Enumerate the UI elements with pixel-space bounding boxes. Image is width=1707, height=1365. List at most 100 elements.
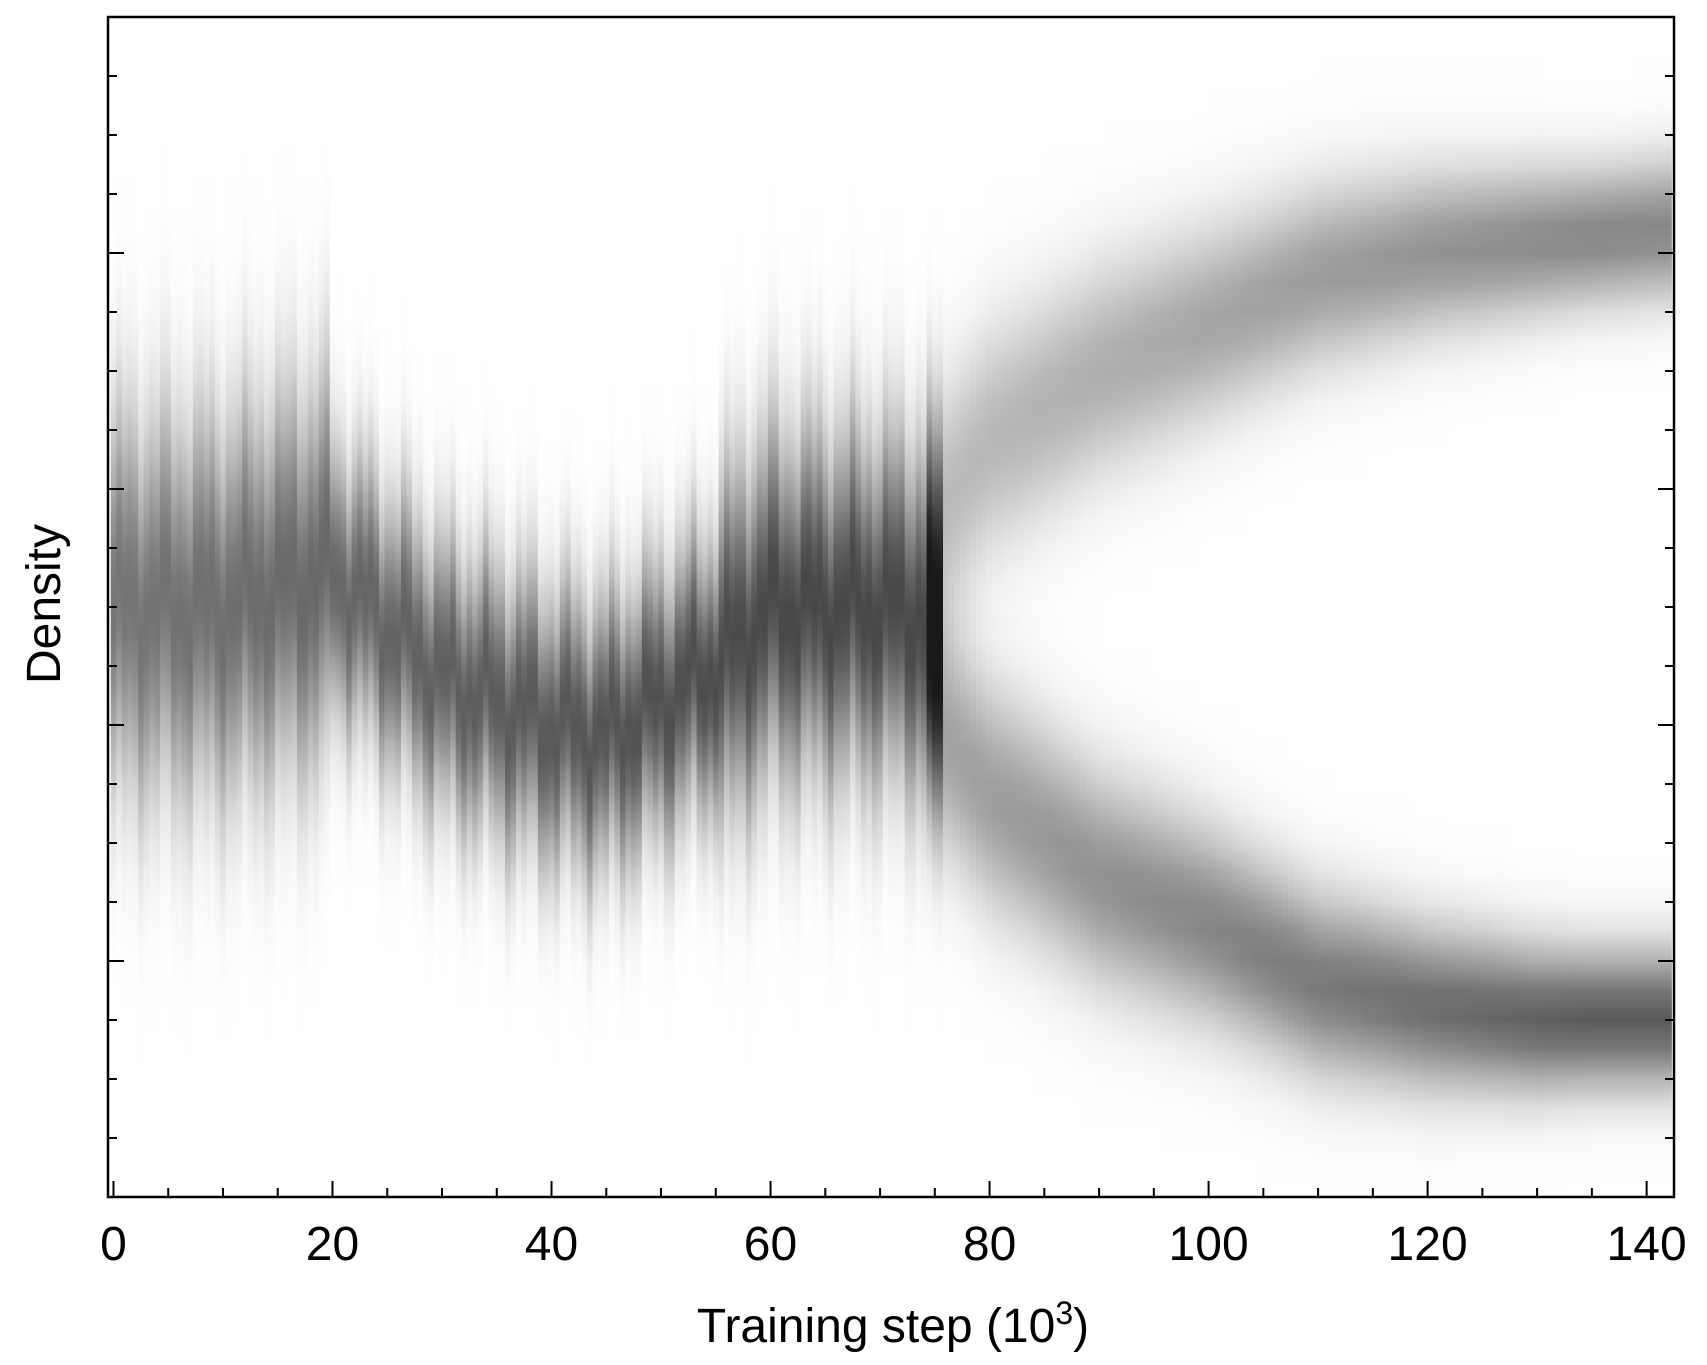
heatmap-column xyxy=(1058,18,1065,1196)
heatmap-column xyxy=(1567,18,1574,1196)
heatmap-column xyxy=(1419,18,1426,1196)
heatmap-column xyxy=(970,18,977,1196)
heatmap-column xyxy=(817,18,824,1196)
heatmap-column xyxy=(1079,18,1086,1196)
heatmap-column xyxy=(379,18,386,1196)
heatmap-column xyxy=(236,18,243,1196)
heatmap-column xyxy=(806,18,813,1196)
heatmap-column xyxy=(1616,18,1623,1196)
heatmap-column xyxy=(1649,18,1656,1196)
heatmap-column xyxy=(1397,18,1404,1196)
heatmap-column xyxy=(603,18,610,1196)
heatmap-column xyxy=(1200,18,1207,1196)
heatmap-column xyxy=(554,18,561,1196)
heatmap-column xyxy=(1589,18,1596,1196)
heatmap-column xyxy=(767,18,774,1196)
heatmap-column xyxy=(1271,18,1278,1196)
heatmap-column xyxy=(904,18,911,1196)
heatmap-column xyxy=(838,18,846,1196)
heatmap-column xyxy=(724,18,731,1196)
x-tick-label: 100 xyxy=(1169,1218,1249,1271)
heatmap-column xyxy=(696,18,703,1196)
heatmap-column xyxy=(997,18,1004,1196)
heatmap-column xyxy=(499,18,506,1196)
heatmap-column xyxy=(795,18,802,1196)
heatmap-column xyxy=(1096,18,1103,1196)
heatmap-column xyxy=(1266,18,1273,1196)
heatmap-column xyxy=(444,18,451,1196)
heatmap-column xyxy=(127,18,134,1196)
heatmap-column xyxy=(1490,18,1497,1196)
heatmap-column xyxy=(165,18,172,1196)
heatmap-column xyxy=(1375,18,1382,1196)
heatmap-column xyxy=(932,18,939,1196)
heatmap-column xyxy=(510,18,517,1196)
heatmap-column xyxy=(477,18,484,1196)
heatmap-column xyxy=(1162,18,1169,1196)
heatmap-column xyxy=(488,18,495,1196)
heatmap-column xyxy=(1326,18,1333,1196)
heatmap-column xyxy=(1036,18,1043,1196)
heatmap-column xyxy=(504,18,512,1196)
heatmap-column xyxy=(302,18,309,1196)
heatmap-column xyxy=(1413,18,1420,1196)
heatmap-column xyxy=(1101,18,1108,1196)
heatmap-column xyxy=(275,18,282,1196)
heatmap-column xyxy=(313,18,320,1196)
heatmap-column xyxy=(1402,18,1410,1196)
heatmap-column xyxy=(1578,18,1585,1196)
heatmap-column xyxy=(1255,18,1262,1196)
heatmap-column xyxy=(948,18,955,1196)
heatmap-column xyxy=(209,18,216,1196)
heatmap-column xyxy=(253,18,260,1196)
x-tick-label: 0 xyxy=(100,1218,127,1271)
heatmap-column xyxy=(455,18,462,1196)
heatmap-column xyxy=(778,18,785,1196)
heatmap-column xyxy=(822,18,829,1196)
heatmap-column xyxy=(1561,18,1568,1196)
heatmap-column xyxy=(433,18,440,1196)
x-tick-labels: 0 20 40 60 80 100 120 140 xyxy=(100,1218,1686,1271)
heatmap-column xyxy=(943,18,950,1196)
heatmap-column xyxy=(1611,18,1618,1196)
heatmap-column xyxy=(762,18,769,1196)
heatmap-column xyxy=(1660,18,1667,1196)
heatmap-column xyxy=(1074,18,1081,1196)
heatmap-column xyxy=(893,18,900,1196)
x-tick-label: 20 xyxy=(306,1218,359,1271)
x-tick-label: 40 xyxy=(525,1218,578,1271)
heatmap-column xyxy=(685,18,692,1196)
heatmap-column xyxy=(669,18,676,1196)
heatmap-column xyxy=(1507,18,1514,1196)
heatmap-column xyxy=(1386,18,1393,1196)
heatmap-column xyxy=(406,18,413,1196)
heatmap-column xyxy=(1090,18,1097,1196)
heatmap-column xyxy=(1140,18,1147,1196)
heatmap-column xyxy=(1178,18,1185,1196)
heatmap-column xyxy=(548,18,555,1196)
heatmap-column xyxy=(324,18,331,1196)
heatmap-column xyxy=(170,18,178,1196)
heatmap-column xyxy=(986,18,993,1196)
heatmap-column xyxy=(357,18,364,1196)
heatmap-column xyxy=(641,18,648,1196)
heatmap-column xyxy=(1003,18,1010,1196)
heatmap-column xyxy=(1627,18,1634,1196)
heatmap-column xyxy=(181,18,188,1196)
heatmap-column xyxy=(921,18,928,1196)
heatmap-column xyxy=(1534,18,1541,1196)
heatmap-column xyxy=(789,18,796,1196)
heatmap-column xyxy=(526,18,533,1196)
heatmap-column xyxy=(417,18,424,1196)
heatmap-column xyxy=(1145,18,1152,1196)
heatmap-column xyxy=(674,18,681,1196)
heatmap-column xyxy=(220,18,227,1196)
heatmap-column xyxy=(450,18,457,1196)
heatmap-column xyxy=(713,18,720,1196)
heatmap-column xyxy=(307,18,314,1196)
heatmap-column xyxy=(1638,18,1645,1196)
heatmap-column xyxy=(899,18,906,1196)
heatmap-column xyxy=(439,18,446,1196)
heatmap-column xyxy=(1085,18,1092,1196)
